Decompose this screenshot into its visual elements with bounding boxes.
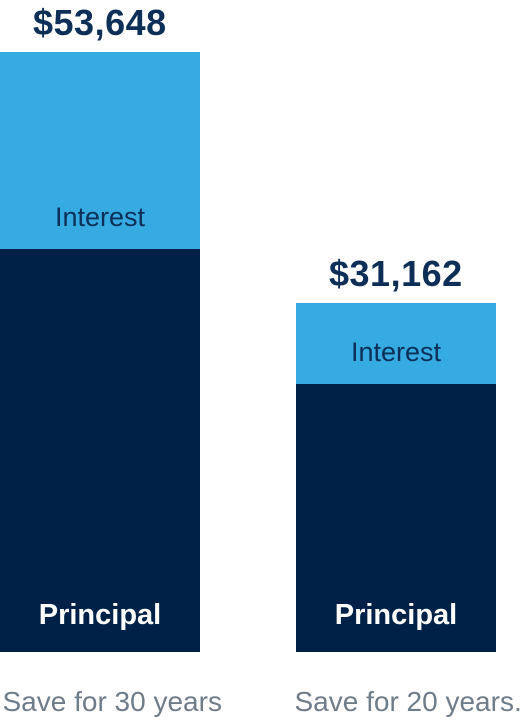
category-label: Save for 20 years. <box>294 686 522 717</box>
interest-segment-label: Interest <box>350 336 442 367</box>
bar-principal-segment: Principal <box>0 249 200 652</box>
bar-total-label: $31,162 <box>329 253 463 295</box>
interest-segment-label: Interest <box>54 202 146 233</box>
category-label: Save for 30 years <box>2 686 222 717</box>
principal-segment-label: Principal <box>38 598 162 631</box>
bar-principal-segment: Principal <box>296 383 496 652</box>
bar-total-label: $53,648 <box>33 1 167 43</box>
bar-interest-segment: Interest <box>0 52 200 250</box>
principal-segment-label: Principal <box>334 598 458 631</box>
bar-interest-segment: Interest <box>296 303 496 384</box>
